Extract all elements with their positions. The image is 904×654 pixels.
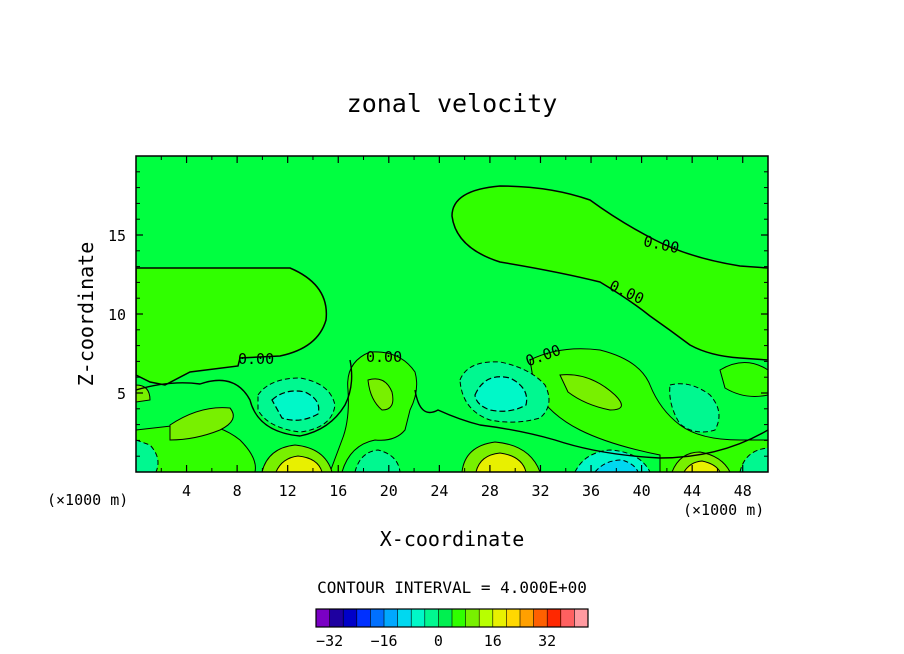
y-tick-label: 5 bbox=[117, 385, 126, 403]
colorbar-swatch bbox=[492, 609, 507, 627]
colorbar-tick-label: 0 bbox=[434, 632, 443, 650]
x-tick-label: 20 bbox=[380, 482, 398, 500]
blob-pos-bot-2-inner bbox=[475, 452, 527, 472]
contour-field bbox=[136, 156, 768, 472]
colorbar-swatch bbox=[384, 609, 398, 627]
chart-title: zonal velocity bbox=[347, 89, 558, 118]
colorbar-swatch bbox=[343, 609, 358, 627]
blob-pos-3 bbox=[169, 407, 234, 441]
region-upper-right bbox=[451, 185, 768, 361]
x-units-left: (×1000 m) bbox=[47, 491, 128, 509]
blob-pos-1 bbox=[559, 374, 622, 411]
colorbar-swatch bbox=[397, 609, 412, 627]
x-tick-label: 28 bbox=[481, 482, 499, 500]
y-axis-label: Z-coordinate bbox=[74, 242, 98, 387]
blob-neg-7-inner bbox=[594, 459, 639, 472]
colorbar-swatch bbox=[520, 609, 534, 627]
colorbar-swatch bbox=[479, 609, 494, 627]
x-tick-label: 8 bbox=[233, 482, 242, 500]
x-axis-label: X-coordinate bbox=[380, 527, 525, 551]
region-upper-left bbox=[136, 267, 328, 386]
x-tick-label: 12 bbox=[279, 482, 297, 500]
colorbar-swatch bbox=[465, 609, 480, 627]
blob-neg-6 bbox=[739, 447, 768, 472]
x-tick-label: 24 bbox=[430, 482, 448, 500]
colorbar-swatch bbox=[547, 609, 562, 627]
x-tick-label: 32 bbox=[531, 482, 549, 500]
region-mid-d bbox=[719, 362, 768, 397]
x-tick-label: 4 bbox=[182, 482, 191, 500]
x-units-right: (×1000 m) bbox=[683, 501, 764, 519]
colorbar-swatch bbox=[316, 609, 330, 627]
colorbar-tick-label: 16 bbox=[484, 632, 502, 650]
x-tick-label: 48 bbox=[734, 482, 752, 500]
colorbar-swatch bbox=[533, 609, 548, 627]
blob-pos-bot-3-inner bbox=[683, 460, 721, 472]
colorbar-swatch bbox=[411, 609, 426, 627]
colorbar: −32 −16 0 16 32 bbox=[315, 608, 589, 650]
x-tick-label: 36 bbox=[582, 482, 600, 500]
contour-label: 0.00 bbox=[238, 350, 274, 368]
colorbar-swatch bbox=[574, 609, 589, 627]
colorbar-swatch bbox=[329, 609, 344, 627]
y-tick-label: 10 bbox=[108, 306, 126, 324]
contour-interval-text: CONTOUR INTERVAL = 4.000E+00 bbox=[317, 578, 587, 597]
contour-label: 0.00 bbox=[366, 348, 402, 366]
x-tick-label: 40 bbox=[633, 482, 651, 500]
y-tick-label: 15 bbox=[108, 227, 126, 245]
colorbar-tick-label: −32 bbox=[316, 632, 343, 650]
colorbar-swatch bbox=[560, 609, 575, 627]
colorbar-swatch bbox=[452, 609, 466, 627]
x-tick-label: 44 bbox=[683, 482, 701, 500]
blob-pos-2 bbox=[367, 378, 394, 411]
blob-neg-3 bbox=[669, 383, 720, 433]
colorbar-swatch bbox=[424, 609, 439, 627]
colorbar-swatch bbox=[438, 609, 453, 627]
colorbar-tick-label: 32 bbox=[538, 632, 556, 650]
colorbar-tick-label: −16 bbox=[370, 632, 397, 650]
colorbar-swatch bbox=[356, 609, 371, 627]
contour-lower-divider bbox=[136, 359, 768, 459]
x-tick-label: 16 bbox=[329, 482, 347, 500]
blob-neg-2-inner bbox=[271, 390, 320, 421]
blob-neg-1-inner bbox=[474, 376, 528, 412]
colorbar-swatch bbox=[370, 609, 385, 627]
colorbar-swatch bbox=[506, 609, 521, 627]
